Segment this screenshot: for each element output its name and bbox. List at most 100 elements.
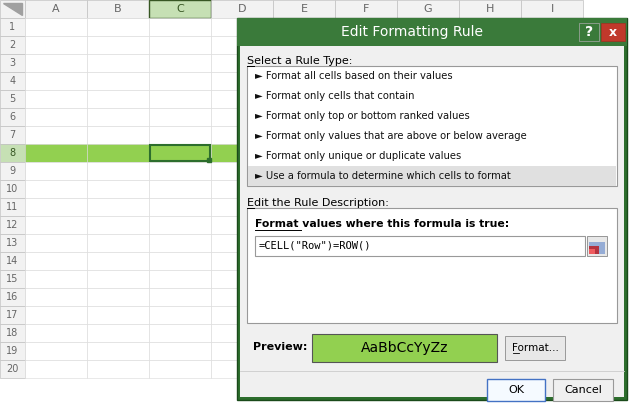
Bar (397, 18, 459, 36)
Bar (521, 126, 583, 144)
Bar (211, 72, 273, 90)
Bar (335, 54, 397, 72)
Bar (335, 36, 397, 54)
Bar (0, 162, 25, 180)
Bar (149, 18, 211, 36)
Bar (521, 270, 583, 288)
Bar (273, 162, 335, 180)
Bar (601, 23, 625, 41)
Bar (521, 54, 583, 72)
Bar (25, 180, 87, 198)
Text: 16: 16 (6, 292, 19, 302)
Bar (521, 252, 583, 270)
Bar (273, 234, 335, 252)
Bar (211, 270, 273, 288)
Bar (149, 36, 211, 54)
Bar (273, 108, 335, 126)
Text: A: A (52, 4, 60, 14)
Bar (273, 342, 335, 360)
Bar (273, 270, 335, 288)
Bar (149, 90, 211, 108)
Bar (273, 36, 335, 54)
Bar (397, 36, 459, 54)
Bar (459, 18, 521, 36)
Text: Format values where this formula is true:: Format values where this formula is true… (255, 219, 509, 229)
Bar (587, 236, 607, 256)
Bar (505, 336, 565, 360)
Bar (459, 252, 521, 270)
Bar (25, 108, 87, 126)
Bar (25, 216, 87, 234)
Text: ?: ? (585, 25, 593, 39)
Bar (335, 198, 397, 216)
Bar (211, 216, 273, 234)
Text: 17: 17 (6, 310, 19, 320)
Bar (240, 46, 624, 397)
Bar (397, 54, 459, 72)
Bar (87, 126, 149, 144)
Bar (397, 144, 459, 162)
Text: D: D (238, 4, 246, 14)
Bar (459, 126, 521, 144)
Bar (237, 18, 627, 46)
Bar (0, 270, 25, 288)
Bar (25, 324, 87, 342)
Bar (149, 306, 211, 324)
Bar (87, 324, 149, 342)
Bar (87, 306, 149, 324)
Bar (25, 234, 87, 252)
Text: Cancel: Cancel (564, 385, 602, 395)
Bar (459, 162, 521, 180)
Bar (149, 360, 211, 378)
Bar (273, 126, 335, 144)
Bar (87, 72, 149, 90)
Bar (459, 324, 521, 342)
Bar (211, 342, 273, 360)
Bar (149, 216, 211, 234)
Text: ► Format only top or bottom ranked values: ► Format only top or bottom ranked value… (255, 111, 470, 121)
Bar (459, 288, 521, 306)
Text: ► Format only values that are above or below average: ► Format only values that are above or b… (255, 131, 527, 141)
Bar (149, 108, 211, 126)
Text: ► Format only unique or duplicate values: ► Format only unique or duplicate values (255, 151, 461, 161)
Bar (87, 252, 149, 270)
Bar (25, 162, 87, 180)
Bar (211, 234, 273, 252)
Bar (25, 90, 87, 108)
Bar (211, 90, 273, 108)
Bar (397, 252, 459, 270)
Bar (149, 126, 211, 144)
Text: B: B (114, 4, 122, 14)
Bar (335, 270, 397, 288)
Bar (149, 144, 211, 162)
Bar (273, 18, 335, 36)
Bar (149, 0, 211, 18)
Bar (335, 180, 397, 198)
Bar (87, 108, 149, 126)
Bar (589, 242, 605, 254)
Bar (397, 324, 459, 342)
Bar (589, 249, 595, 254)
Bar (149, 54, 211, 72)
Bar (273, 72, 335, 90)
Bar (87, 198, 149, 216)
Bar (149, 198, 211, 216)
Bar (397, 108, 459, 126)
Bar (397, 126, 459, 144)
Bar (0, 180, 25, 198)
Bar (521, 288, 583, 306)
Bar (335, 306, 397, 324)
Bar (521, 324, 583, 342)
Bar (25, 54, 87, 72)
Bar (521, 198, 583, 216)
Bar (87, 162, 149, 180)
Bar (25, 72, 87, 90)
Bar (335, 360, 397, 378)
Bar (255, 236, 585, 256)
Bar (0, 306, 25, 324)
Bar (459, 360, 521, 378)
Bar (397, 216, 459, 234)
Bar (459, 36, 521, 54)
Text: 5: 5 (9, 94, 16, 104)
Text: G: G (424, 4, 432, 14)
